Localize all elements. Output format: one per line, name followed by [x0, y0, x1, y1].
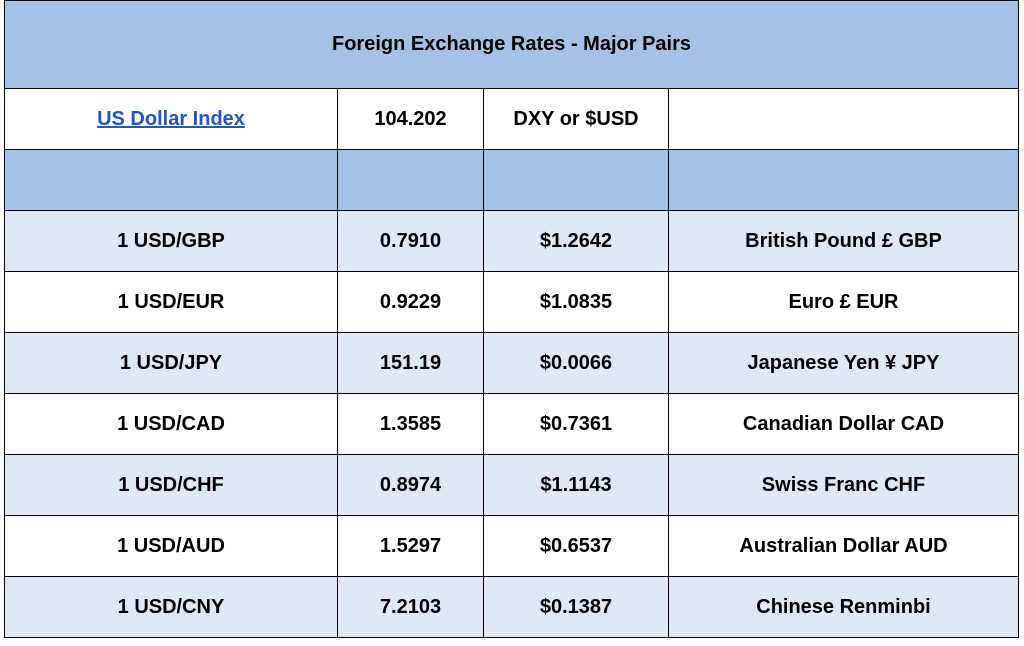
dollar-index-label-cell: US Dollar Index [4, 88, 338, 150]
exchange-rate: 0.7910 [337, 210, 484, 272]
currency-name: Australian Dollar AUD [668, 515, 1019, 577]
us-dollar-index-link[interactable]: US Dollar Index [97, 107, 245, 130]
currency-pair: 1 USD/CAD [4, 393, 338, 455]
usd-value: $0.6537 [483, 515, 669, 577]
currency-pair: 1 USD/JPY [4, 332, 338, 394]
exchange-rate: 1.3585 [337, 393, 484, 455]
table-row: 1 USD/GBP 0.7910 $1.2642 British Pound £… [4, 210, 1019, 272]
spacer-cell [4, 149, 338, 211]
currency-name: Euro £ EUR [668, 271, 1019, 333]
table-row: 1 USD/EUR 0.9229 $1.0835 Euro £ EUR [4, 271, 1019, 333]
usd-value: $1.1143 [483, 454, 669, 516]
table-title: Foreign Exchange Rates - Major Pairs [4, 0, 1019, 89]
usd-value: $0.0066 [483, 332, 669, 394]
exchange-rate: 7.2103 [337, 576, 484, 638]
spacer-cell [483, 149, 669, 211]
title-row: Foreign Exchange Rates - Major Pairs [4, 0, 1019, 89]
exchange-rates-table: Foreign Exchange Rates - Major Pairs US … [4, 0, 1019, 638]
currency-pair: 1 USD/CNY [4, 576, 338, 638]
usd-value: $0.7361 [483, 393, 669, 455]
table-row: 1 USD/CHF 0.8974 $1.1143 Swiss Franc CHF [4, 454, 1019, 516]
currency-pair: 1 USD/CHF [4, 454, 338, 516]
usd-value: $1.0835 [483, 271, 669, 333]
usd-value: $0.1387 [483, 576, 669, 638]
currency-pair: 1 USD/EUR [4, 271, 338, 333]
exchange-rate: 151.19 [337, 332, 484, 394]
table-row: 1 USD/JPY 151.19 $0.0066 Japanese Yen ¥ … [4, 332, 1019, 394]
currency-pair: 1 USD/AUD [4, 515, 338, 577]
dollar-index-row: US Dollar Index 104.202 DXY or $USD [4, 88, 1019, 150]
dollar-index-value: 104.202 [337, 88, 484, 150]
spacer-row [4, 149, 1019, 211]
usd-value: $1.2642 [483, 210, 669, 272]
currency-name: Chinese Renminbi [668, 576, 1019, 638]
table-row: 1 USD/CNY 7.2103 $0.1387 Chinese Renminb… [4, 576, 1019, 638]
dollar-index-symbol: DXY or $USD [483, 88, 669, 150]
currency-name: Canadian Dollar CAD [668, 393, 1019, 455]
dollar-index-extra [668, 88, 1019, 150]
currency-pair: 1 USD/GBP [4, 210, 338, 272]
exchange-rate: 0.9229 [337, 271, 484, 333]
currency-name: Japanese Yen ¥ JPY [668, 332, 1019, 394]
currency-name: British Pound £ GBP [668, 210, 1019, 272]
exchange-rate: 0.8974 [337, 454, 484, 516]
table-row: 1 USD/CAD 1.3585 $0.7361 Canadian Dollar… [4, 393, 1019, 455]
exchange-rate: 1.5297 [337, 515, 484, 577]
spacer-cell [337, 149, 484, 211]
table-row: 1 USD/AUD 1.5297 $0.6537 Australian Doll… [4, 515, 1019, 577]
currency-name: Swiss Franc CHF [668, 454, 1019, 516]
spacer-cell [668, 149, 1019, 211]
